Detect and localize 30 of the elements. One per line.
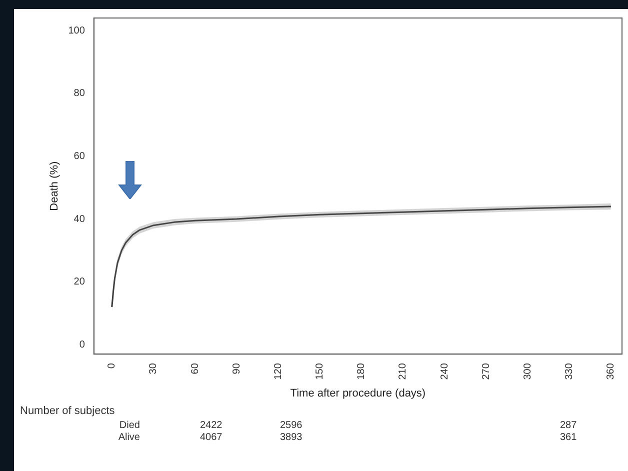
- text: 287: [560, 420, 577, 431]
- text: Died: [119, 420, 140, 431]
- text: 2596: [280, 420, 302, 431]
- x-tick-label: 60: [190, 362, 201, 374]
- y-tick-label: 80: [74, 88, 86, 100]
- y-tick-label: 40: [74, 214, 86, 225]
- x-tick-label: 0: [106, 362, 118, 369]
- text: 4067: [200, 432, 222, 443]
- text: 2422: [200, 420, 222, 431]
- y-tick-label: 100: [68, 25, 86, 36]
- text: Alive: [118, 432, 140, 443]
- x-tick-label: 270: [480, 362, 492, 380]
- x-tick-label: 30: [148, 362, 160, 374]
- text: 361: [560, 432, 577, 443]
- x-tick-label: 240: [439, 362, 450, 380]
- x-tick-label: 330: [564, 362, 576, 380]
- x-tick-label: 150: [314, 362, 326, 380]
- x-axis-title: Time after procedure (days): [290, 387, 426, 400]
- x-tick-label: 210: [398, 362, 409, 380]
- text: Number of subjects: [20, 405, 115, 417]
- y-tick-label: 20: [74, 276, 86, 288]
- x-tick-label: 180: [356, 362, 368, 380]
- x-tick-label: 120: [272, 362, 284, 380]
- x-tick-label: 300: [522, 362, 534, 380]
- text: 3893: [280, 432, 302, 443]
- x-tick-label: 360: [606, 362, 617, 380]
- y-tick-label: 60: [74, 150, 86, 162]
- y-axis-title: Death (%): [48, 161, 61, 211]
- x-tick-label: 90: [231, 362, 242, 374]
- y-tick-label: 0: [79, 339, 86, 350]
